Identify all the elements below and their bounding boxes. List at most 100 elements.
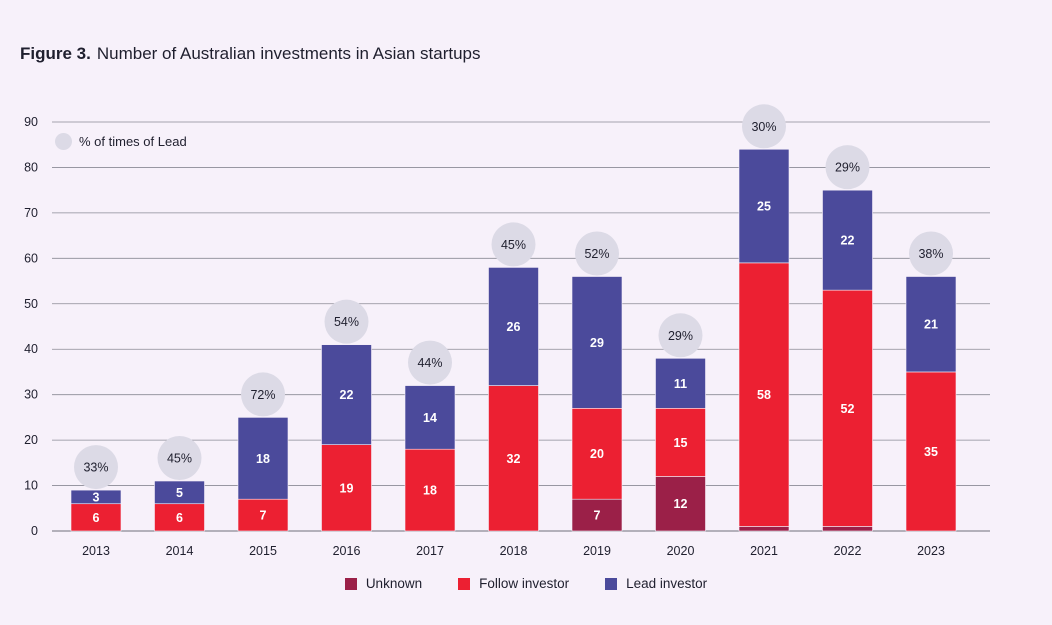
legend-swatch-follow bbox=[458, 577, 471, 590]
bar-lead-2014 bbox=[154, 480, 205, 505]
y-tick-label: 80 bbox=[24, 160, 38, 174]
x-tick-label-2023: 2023 bbox=[917, 544, 945, 558]
data-label-follow-2021: 58 bbox=[757, 388, 771, 402]
bar-follow-2019 bbox=[571, 407, 623, 500]
legend-item-lead: Lead investor bbox=[605, 576, 707, 591]
data-label-follow-2018: 32 bbox=[507, 452, 521, 466]
y-tick-label: 30 bbox=[24, 388, 38, 402]
data-label-lead-2022: 22 bbox=[841, 234, 855, 248]
data-label-follow-2023: 35 bbox=[924, 445, 938, 459]
data-label-lead-2014: 5 bbox=[176, 486, 183, 500]
bar-lead-2017 bbox=[404, 385, 456, 450]
data-label-unknown-2020: 12 bbox=[674, 497, 688, 511]
lead-percent-circle-2016 bbox=[324, 299, 369, 344]
bar-unknown-2019 bbox=[571, 498, 623, 532]
x-tick-label-2016: 2016 bbox=[333, 544, 361, 558]
bar-lead-2021 bbox=[738, 148, 790, 264]
lead-percent-circle-2015 bbox=[241, 372, 285, 417]
data-label-follow-2013: 6 bbox=[93, 511, 100, 525]
bar-lead-2019 bbox=[571, 276, 623, 409]
data-label-lead-2017: 14 bbox=[423, 411, 437, 425]
lead-percent-label-2022: 29% bbox=[835, 161, 860, 175]
bar-lead-2018 bbox=[488, 267, 539, 386]
lead-percent-note-label: % of times of Lead bbox=[79, 134, 187, 149]
chart-title: Figure 3. Number of Australian investment… bbox=[20, 44, 481, 64]
data-label-follow-2015: 7 bbox=[260, 509, 267, 523]
bar-lead-2022 bbox=[822, 189, 873, 291]
bar-follow-2023 bbox=[905, 371, 957, 532]
y-tick-label: 90 bbox=[24, 115, 38, 129]
y-tick-label: 70 bbox=[24, 206, 38, 220]
lead-percent-label-2021: 30% bbox=[751, 120, 776, 134]
lead-percent-circle-2021 bbox=[742, 104, 786, 149]
x-tick-label-2015: 2015 bbox=[249, 544, 277, 558]
chart-legend: Unknown Follow investor Lead investor bbox=[0, 576, 1052, 591]
y-tick-label: 0 bbox=[31, 524, 38, 538]
figure-label: Figure 3. bbox=[20, 44, 91, 63]
data-label-follow-2017: 18 bbox=[423, 484, 437, 498]
legend-label-unknown: Unknown bbox=[365, 576, 423, 591]
y-tick-label: 60 bbox=[24, 251, 38, 265]
data-label-follow-2016: 19 bbox=[340, 481, 354, 495]
lead-percent-label-2017: 44% bbox=[417, 356, 442, 370]
bar-follow-2014 bbox=[154, 503, 205, 532]
x-tick-label-2017: 2017 bbox=[416, 544, 444, 558]
y-tick-label: 20 bbox=[24, 433, 38, 447]
lead-percent-circle-2023 bbox=[909, 231, 953, 276]
bar-follow-2013 bbox=[70, 503, 122, 532]
data-label-unknown-2019: 7 bbox=[594, 509, 601, 523]
bar-unknown-2020 bbox=[655, 476, 706, 532]
data-label-lead-2023: 21 bbox=[924, 318, 938, 332]
circle-icon bbox=[55, 133, 72, 150]
data-label-follow-2022: 52 bbox=[841, 402, 855, 416]
bar-follow-2017 bbox=[404, 448, 456, 532]
bar-lead-2013 bbox=[70, 489, 122, 505]
data-label-follow-2020: 15 bbox=[674, 436, 688, 450]
lead-percent-circle-2020 bbox=[658, 313, 703, 358]
lead-percent-circle-2022 bbox=[825, 145, 870, 190]
x-tick-label-2018: 2018 bbox=[500, 544, 528, 558]
data-label-lead-2015: 18 bbox=[256, 452, 270, 466]
bar-lead-2020 bbox=[655, 358, 706, 409]
legend-label-lead: Lead investor bbox=[626, 576, 708, 591]
lead-percent-label-2018: 45% bbox=[501, 238, 526, 252]
legend-label-follow: Follow investor bbox=[479, 576, 570, 591]
bar-unknown-2021 bbox=[738, 526, 790, 532]
bar-lead-2015 bbox=[237, 417, 289, 500]
data-label-lead-2020: 11 bbox=[674, 377, 687, 391]
data-label-follow-2014: 6 bbox=[176, 511, 183, 525]
lead-percent-label-2014: 45% bbox=[167, 452, 192, 466]
legend-swatch-lead bbox=[605, 577, 618, 590]
data-label-lead-2016: 22 bbox=[340, 388, 354, 402]
x-tick-label-2022: 2022 bbox=[834, 544, 862, 558]
lead-percent-label-2023: 38% bbox=[918, 247, 943, 261]
legend-item-follow: Follow investor bbox=[458, 576, 569, 591]
lead-percent-circle-2017 bbox=[408, 340, 452, 385]
y-tick-label: 40 bbox=[24, 342, 38, 356]
x-tick-label-2021: 2021 bbox=[750, 544, 778, 558]
legend-swatch-unknown bbox=[344, 577, 357, 590]
lead-percent-label-2015: 72% bbox=[250, 388, 275, 402]
lead-percent-label-2013: 33% bbox=[83, 461, 108, 475]
data-label-follow-2019: 20 bbox=[590, 447, 604, 461]
figure-title: Number of Australian investments in Asia… bbox=[96, 44, 481, 63]
bar-lead-2023 bbox=[905, 276, 957, 373]
legend-item-unknown: Unknown bbox=[344, 576, 423, 591]
lead-percent-label-2019: 52% bbox=[584, 247, 609, 261]
x-tick-label-2020: 2020 bbox=[667, 544, 695, 558]
lead-percent-note: % of times of Lead bbox=[55, 133, 187, 150]
lead-percent-label-2016: 54% bbox=[334, 315, 359, 329]
bar-follow-2018 bbox=[488, 385, 539, 532]
bar-follow-2015 bbox=[237, 498, 289, 532]
data-label-lead-2018: 26 bbox=[507, 320, 521, 334]
lead-percent-circle-2019 bbox=[575, 231, 619, 276]
bar-follow-2016 bbox=[321, 444, 372, 532]
data-label-lead-2019: 29 bbox=[590, 336, 604, 350]
lead-percent-circle-2014 bbox=[157, 436, 202, 481]
bar-follow-2020 bbox=[655, 407, 706, 477]
lead-percent-circle-2013 bbox=[74, 445, 118, 490]
bar-lead-2016 bbox=[321, 344, 372, 445]
y-tick-label: 50 bbox=[24, 297, 38, 311]
y-tick-label: 10 bbox=[24, 479, 38, 493]
